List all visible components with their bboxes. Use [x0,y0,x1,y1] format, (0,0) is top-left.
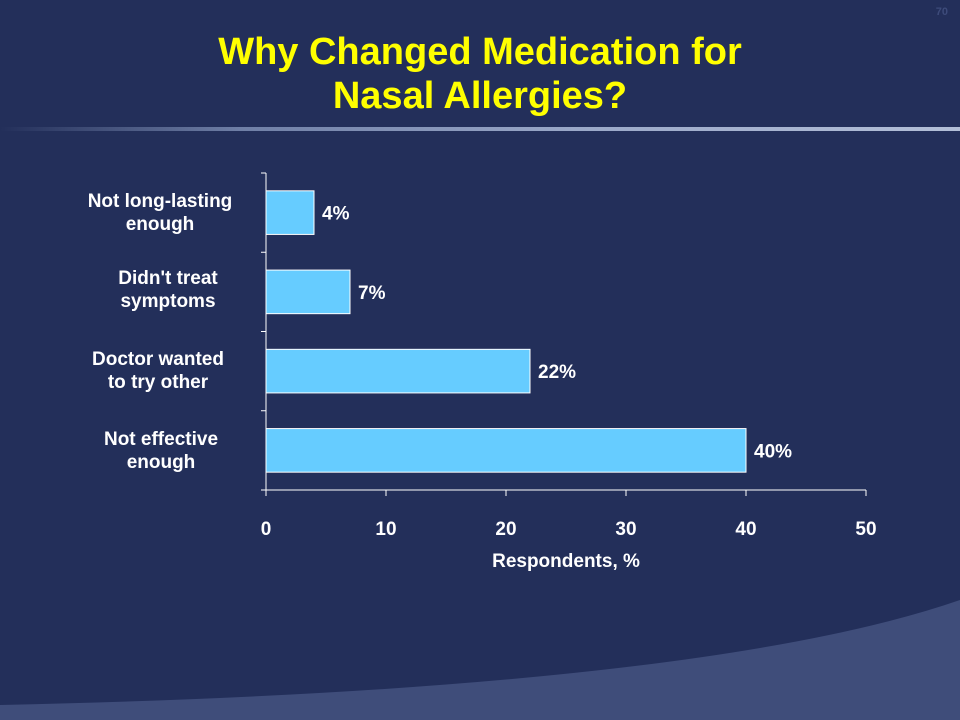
page-number: 70 [935,6,948,18]
x-tick-label: 30 [615,519,636,540]
bar-data-label: 40% [754,441,792,462]
x-tick-label: 10 [375,519,396,540]
slide-title-line-1: Why Changed Medication for [218,31,742,73]
category-label-4-line-1: Not effective [103,429,219,450]
category-label-1-line-1: Not long-lasting [87,191,233,212]
category-label-4: Not effective enough [56,428,266,474]
x-tick-label: 50 [855,519,876,540]
category-label-1-line-2: enough [125,214,195,235]
x-tick-label: 20 [495,519,516,540]
bar-data-label: 4% [322,204,350,225]
bar [265,190,315,235]
slide-title-line-2: Nasal Allergies? [332,75,628,117]
category-label-3-line-1: Doctor wanted [92,349,224,370]
category-label-2-line-1: Didn't treat [118,268,218,289]
x-axis-title: Respondents, % [492,551,640,572]
bar [265,428,747,473]
slide-title: Why Changed Medication for Nasal Allergi… [0,30,960,118]
bar [265,269,351,315]
category-label-3-line-2: to try other [107,372,209,393]
category-label-3: Doctor wanted to try other [48,348,268,394]
title-divider [0,127,960,131]
category-label-1: Not long-lasting enough [40,190,280,236]
category-label-2-line-2: symptoms [120,291,216,312]
category-label-2: Didn't treat symptoms [68,267,268,313]
bar [265,348,531,394]
x-tick-label: 0 [261,519,272,540]
bar-data-label: 22% [538,362,576,383]
bar-data-label: 7% [358,283,386,304]
x-tick-label: 40 [735,519,756,540]
category-label-4-line-2: enough [126,452,196,473]
